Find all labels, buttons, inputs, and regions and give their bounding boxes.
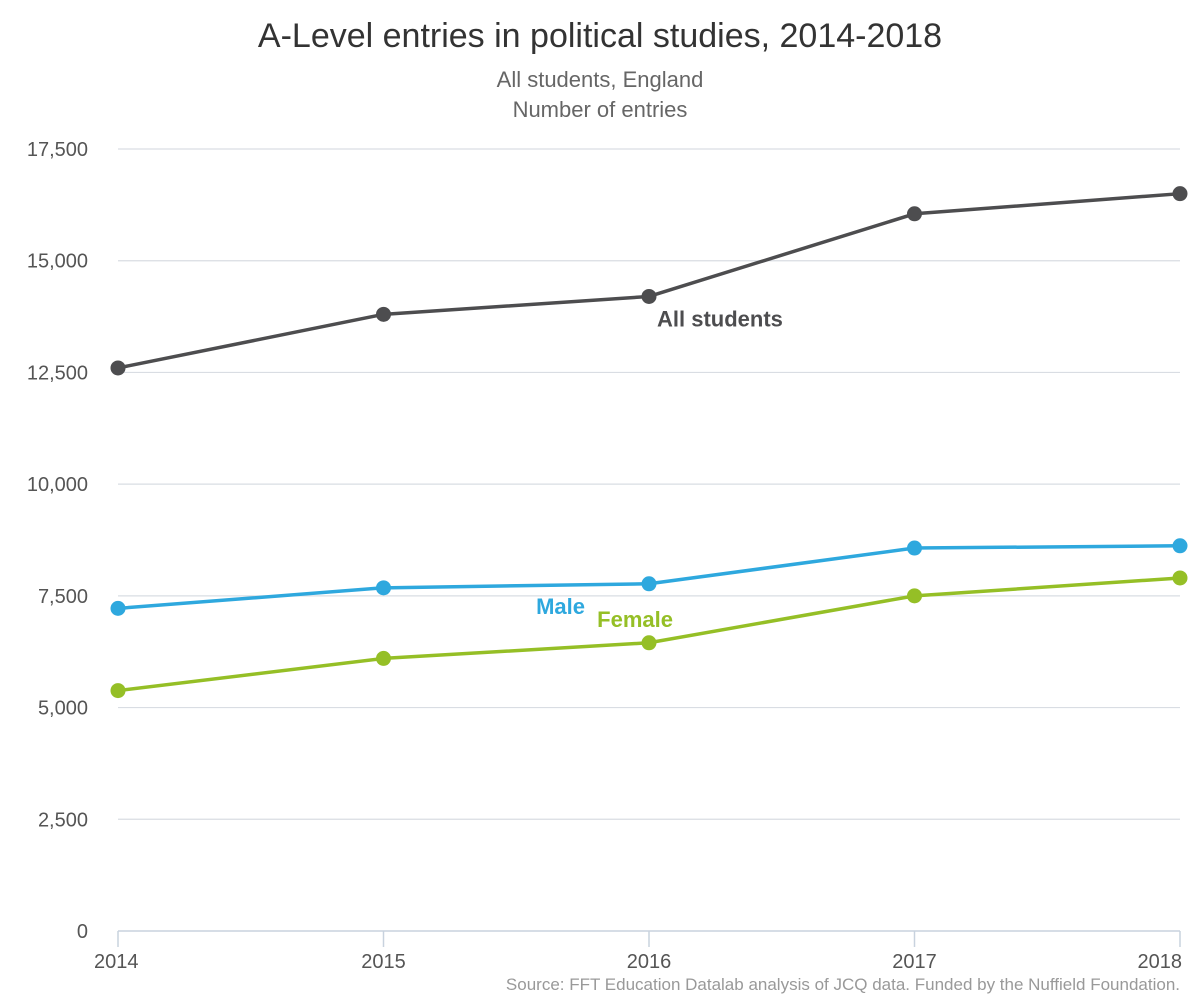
data-point-all-students [907,206,922,222]
data-point-female [376,650,391,666]
series-line-all-students [116,191,1182,370]
data-point-all-students [1172,186,1188,202]
y-tick-label: 2,500 [38,809,88,831]
gridlines [118,148,1180,820]
data-point-all-students [110,360,126,376]
y-tick-label: 17,500 [27,139,88,161]
y-tick-label: 12,500 [27,362,88,384]
x-tick-label: 2017 [892,951,937,973]
x-tick-label: 2018 [1138,951,1183,973]
x-tick-label: 2015 [361,951,406,973]
series-label-female: Female [597,607,673,632]
data-point-male [110,600,126,616]
data-point-male [641,576,657,592]
y-tick-label: 15,000 [27,251,88,273]
data-point-female [641,635,657,651]
data-point-male [376,580,391,596]
x-tick-label: 2014 [94,951,139,973]
series-plot-area [110,186,1188,699]
source-note: Source: FFT Education Datalab analysis o… [506,975,1180,994]
data-point-male [907,540,922,556]
y-tick-label: 0 [77,921,88,943]
y-tick-label: 10,000 [27,474,88,496]
chart-subtitle-line-2: Number of entries [513,97,688,122]
x-tick-label: 2016 [627,951,672,973]
data-point-female [110,683,126,699]
data-point-female [907,588,922,604]
y-tick-label: 5,000 [38,698,88,720]
series-labels: All students Male Female [536,306,783,631]
series-label-all-students: All students [657,306,783,331]
y-tick-label: 7,500 [38,586,88,608]
chart-subtitle-line-1: All students, England [497,67,704,92]
x-axis: 2014 2015 2016 2017 2018 [94,930,1183,973]
data-point-male [1172,538,1188,554]
data-point-female [1172,570,1188,586]
data-point-all-students [376,306,391,322]
y-axis: 0 2,500 5,000 7,500 10,000 12,500 15,000 17,500 [27,139,88,943]
data-point-all-students [641,288,657,304]
chart-title: A-Level entries in political studies, 20… [258,17,942,55]
series-label-male: Male [536,594,585,619]
